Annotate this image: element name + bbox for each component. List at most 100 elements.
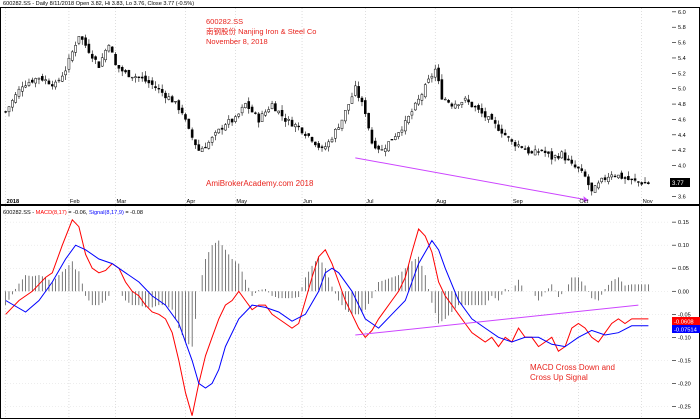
candle-body (620, 172, 623, 179)
price-panel-frame (0, 7, 700, 205)
candlestick-series (4, 34, 650, 196)
candle-body (100, 57, 104, 67)
candle-body (234, 116, 237, 122)
candle-body (174, 101, 177, 103)
candle-body (130, 76, 134, 79)
candle-body (527, 147, 530, 154)
candle-body (240, 106, 244, 114)
candle-body (403, 120, 407, 132)
candle-body (637, 181, 640, 183)
candle-body (367, 112, 370, 129)
candle-body (167, 96, 171, 100)
candle-body (180, 107, 184, 114)
candle-body (314, 141, 317, 146)
candle-body (67, 57, 71, 70)
price-tick-label: 5.6 (678, 41, 686, 47)
candle-body (510, 139, 514, 142)
candle-body (573, 164, 577, 168)
candle-body (294, 124, 297, 128)
candle-body (90, 53, 94, 59)
candle-body (74, 45, 77, 53)
candle-body (587, 176, 590, 186)
candle-body (593, 185, 597, 193)
candle-body (220, 127, 224, 130)
month-label: Aug (436, 199, 446, 205)
trendline-arrowhead (583, 196, 589, 203)
price-tick-label: 5.0 (678, 87, 686, 93)
candle-body (224, 124, 227, 131)
signal-note-line1: MACD Cross Down and (530, 363, 615, 372)
candle-body (477, 105, 480, 110)
candle-body (267, 109, 271, 113)
signal-series-line (5, 239, 649, 389)
candle-body (260, 113, 264, 122)
price-tick-label: 4.4 (678, 133, 686, 139)
price-tick-label: 4.0 (678, 164, 686, 170)
ticker-annotation: 600282.SS (206, 17, 243, 26)
candle-body (280, 109, 284, 117)
candle-body (617, 174, 620, 179)
candle-body (170, 96, 174, 103)
candle-body (11, 100, 14, 108)
candle-body (317, 143, 320, 148)
watermark-annotation: AmiBrokerAcademy.com 2018 (206, 179, 314, 188)
candle-body (630, 178, 633, 181)
candle-body (340, 119, 344, 129)
candle-body (4, 111, 7, 113)
macd-trendline (355, 304, 639, 336)
candle-body (14, 94, 17, 103)
candle-body (413, 102, 417, 111)
candle-body (117, 65, 121, 69)
date-annotation: November 8, 2018 (206, 37, 268, 46)
candle-body (583, 171, 587, 177)
month-label: Apr (186, 199, 195, 205)
macd-series-line (5, 218, 649, 416)
price-header-info: 600282.SS - Daily 8/11/2018 Open 3.82, H… (3, 1, 194, 7)
price-tag: 3.77 (672, 181, 684, 187)
candle-body (447, 100, 450, 103)
candle-body (287, 118, 290, 121)
candle-body (24, 85, 27, 88)
month-label: Jun (303, 199, 312, 205)
candle-body (563, 152, 567, 161)
candle-body (567, 158, 570, 161)
candle-body (437, 67, 440, 82)
candle-body (324, 146, 327, 150)
candle-body (550, 151, 554, 160)
candle-body (277, 110, 281, 114)
candle-body (70, 51, 74, 61)
candle-body (483, 111, 487, 118)
candle-body (214, 132, 217, 136)
candle-body (427, 78, 430, 83)
candle-body (80, 36, 84, 40)
candle-body (360, 97, 364, 103)
candle-body (613, 175, 617, 178)
month-label: Sep (513, 199, 523, 205)
candle-body (410, 111, 414, 116)
candle-body (60, 75, 64, 82)
candle-body (150, 80, 154, 85)
candle-body (194, 139, 197, 146)
candle-body (440, 79, 444, 100)
macd-tick-label: -0.25 (678, 404, 691, 410)
candle-body (197, 144, 201, 151)
candle-body (467, 99, 470, 103)
macd-tick-label: 0.05 (678, 266, 689, 272)
candle-body (540, 149, 544, 152)
candle-body (384, 148, 387, 152)
signal-tag-box (672, 325, 700, 333)
macd-legend-label: MACD(8,17) (36, 210, 67, 216)
candle-body (400, 129, 404, 133)
candle-body (610, 174, 614, 178)
macd-header-prefix: 600282.SS - (3, 210, 36, 216)
candle-body (460, 102, 464, 105)
candle-body (217, 128, 221, 134)
candle-body (250, 106, 254, 113)
candle-body (497, 124, 500, 131)
candle-body (310, 137, 314, 142)
candle-body (204, 146, 207, 149)
signal-note-line2: Cross Up Signal (530, 373, 588, 382)
candle-body (94, 56, 97, 60)
candle-body (347, 104, 350, 111)
